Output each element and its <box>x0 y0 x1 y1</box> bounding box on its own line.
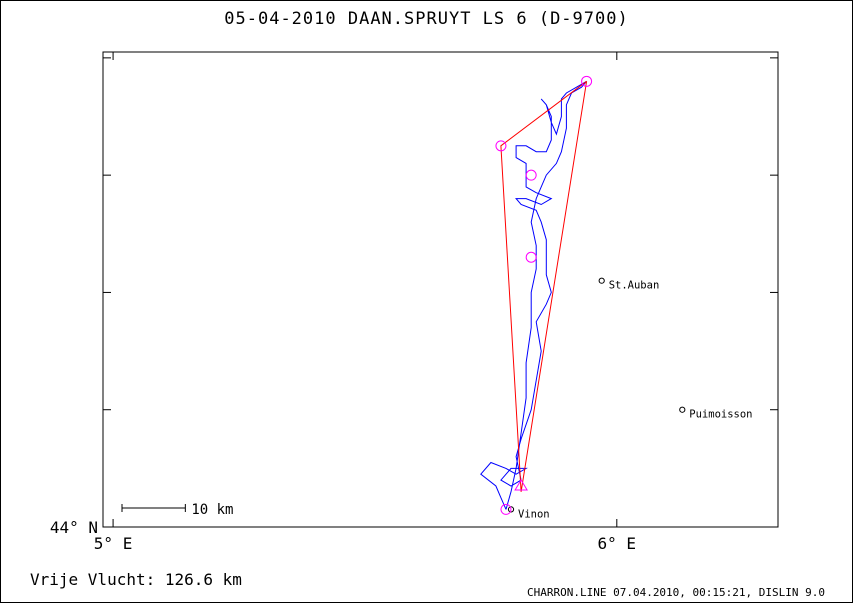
flight-track <box>480 80 587 510</box>
task-triangle <box>500 80 588 492</box>
y-tick-label: 44° N <box>50 518 98 537</box>
track-layer <box>480 80 587 510</box>
place-marker <box>679 406 686 413</box>
turnpoint-marker <box>525 169 537 181</box>
scale-label: 10 km <box>191 502 233 518</box>
x-tick-label: 6° E <box>598 534 637 553</box>
turnpoint-marker <box>500 503 512 515</box>
scale-bar: 10 km <box>121 502 233 518</box>
place-label: Puimoisson <box>689 409 752 421</box>
turnpoint-marker <box>581 75 593 87</box>
place-marker <box>598 277 605 284</box>
start-marker <box>514 478 528 491</box>
place-label: Vinon <box>518 508 550 520</box>
places-layer: St.Auban Puimoisson Vinon <box>507 277 753 520</box>
axes-layer: 5° E 6° E 44° N <box>50 52 778 553</box>
turnpoint-marker <box>495 140 507 152</box>
task-layer <box>495 75 593 515</box>
chart-title: 05-04-2010 DAAN.SPRUYT LS 6 (D-9700) <box>224 9 629 29</box>
x-tick-label: 5° E <box>94 534 133 553</box>
plot-frame <box>102 51 779 528</box>
turnpoint-marker <box>525 251 537 263</box>
place-label: St.Auban <box>609 280 660 292</box>
footer-credits: CHARRON.LINE 07.04.2010, 00:15:21, DISLI… <box>526 586 825 599</box>
free-flight-distance: Vrije Vlucht: 126.6 km <box>30 570 242 589</box>
